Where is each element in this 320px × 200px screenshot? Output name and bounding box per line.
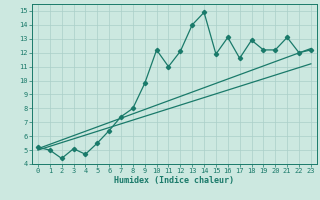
X-axis label: Humidex (Indice chaleur): Humidex (Indice chaleur) [115, 176, 234, 185]
